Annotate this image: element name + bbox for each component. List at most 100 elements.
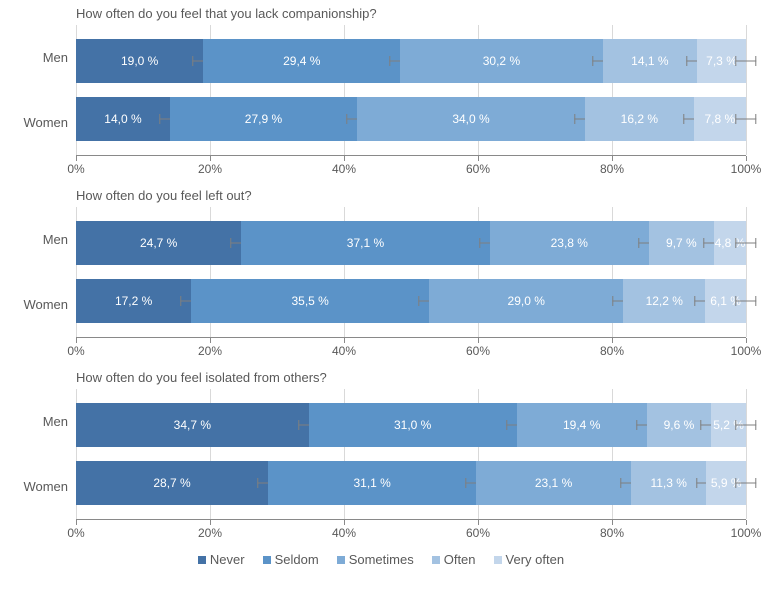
bar-segment: 12,2 % bbox=[623, 279, 705, 323]
chart-area: MenWomen24,7 %37,1 %23,8 %9,7 %4,8 %17,2… bbox=[16, 207, 746, 337]
plot-area: 34,7 % 31,0 % 19,4 % 9,6 % 5,2 % 28,7 %31,1 %… bbox=[76, 389, 746, 519]
x-tick bbox=[210, 338, 211, 343]
grid-line bbox=[746, 207, 747, 337]
bar-segment: 7,8 % bbox=[694, 97, 746, 141]
bar-segment: 5,2 % bbox=[711, 403, 746, 447]
category-label: Women bbox=[23, 281, 68, 329]
legend-swatch bbox=[198, 556, 206, 564]
legend-item: Seldom bbox=[263, 552, 319, 567]
segment-value-label: 19,0 % bbox=[121, 54, 158, 68]
legend-label: Sometimes bbox=[349, 552, 414, 567]
legend: Never Seldom Sometimes Often Very often bbox=[16, 552, 746, 567]
bar-segment: 9,7 % bbox=[649, 221, 714, 265]
bar-row: 24,7 %37,1 %23,8 %9,7 %4,8 % bbox=[76, 221, 746, 265]
y-axis-labels: Men Women bbox=[16, 207, 76, 337]
segment-value-label: 17,2 % bbox=[115, 294, 152, 308]
bar-segment: 9,6 % bbox=[647, 403, 711, 447]
bar-segment: 29,4 % bbox=[203, 39, 400, 83]
bars-container: 24,7 %37,1 %23,8 %9,7 %4,8 %17,2 %35,5 %… bbox=[76, 207, 746, 337]
legend-label: Seldom bbox=[275, 552, 319, 567]
chart-area: MenWomen 34,7 % 31,0 % 19,4 % 9,6 % 5,2 % 28,7… bbox=[16, 389, 746, 519]
legend-item: Never bbox=[198, 552, 245, 567]
x-tick-label: 60% bbox=[466, 344, 490, 358]
bar-segment: 19,4 % bbox=[517, 403, 647, 447]
segment-value-label: 12,2 % bbox=[646, 294, 683, 308]
x-tick-label: 0% bbox=[67, 162, 84, 176]
x-tick-label: 80% bbox=[600, 344, 624, 358]
x-tick bbox=[76, 156, 77, 161]
bar-segment: 4,8 % bbox=[714, 221, 746, 265]
bar-segment: 16,2 % bbox=[585, 97, 694, 141]
segment-value-label: 24,7 % bbox=[140, 236, 177, 250]
bar-segment: 34,7 % bbox=[76, 403, 309, 447]
x-tick-label: 40% bbox=[332, 344, 356, 358]
bar-segment: 19,0 % bbox=[76, 39, 203, 83]
panels-wrapper: How often do you feel that you lack comp… bbox=[16, 6, 746, 546]
segment-value-label: 28,7 % bbox=[153, 476, 190, 490]
x-tick-label: 40% bbox=[332, 526, 356, 540]
segment-value-label: 14,1 % bbox=[631, 54, 668, 68]
x-tick bbox=[478, 156, 479, 161]
segment-value-label: 23,8 % bbox=[551, 236, 588, 250]
x-tick-label: 20% bbox=[198, 162, 222, 176]
bar-segment: 31,0 % bbox=[309, 403, 517, 447]
x-tick-label: 40% bbox=[332, 162, 356, 176]
x-tick-label: 100% bbox=[731, 344, 762, 358]
bar-segment: 30,2 % bbox=[400, 39, 602, 83]
legend-item: Often bbox=[432, 552, 476, 567]
y-axis-labels: MenWomen bbox=[16, 25, 76, 155]
category-label: Men bbox=[43, 216, 68, 264]
x-tick-label: 0% bbox=[67, 344, 84, 358]
segment-value-label: 5,9 % bbox=[711, 476, 742, 490]
x-tick-label: 100% bbox=[731, 526, 762, 540]
legend-swatch bbox=[263, 556, 271, 564]
bars-container: 19,0 %29,4 %30,2 %14,1 %7,3 %14,0 %27,9 … bbox=[76, 25, 746, 155]
bar-segment: 34,0 % bbox=[357, 97, 585, 141]
segment-value-label: 30,2 % bbox=[483, 54, 520, 68]
x-tick-label: 20% bbox=[198, 344, 222, 358]
x-tick bbox=[746, 338, 747, 343]
legend-swatch bbox=[494, 556, 502, 564]
x-tick bbox=[210, 520, 211, 525]
panel-title: How often do you feel left out? bbox=[76, 188, 746, 203]
x-axis: 0%20%40%60%80%100% bbox=[76, 155, 746, 182]
segment-value-label: 29,0 % bbox=[508, 294, 545, 308]
x-tick-label: 60% bbox=[466, 526, 490, 540]
legend-item: Sometimes bbox=[337, 552, 414, 567]
bar-segment: 35,5 % bbox=[191, 279, 429, 323]
plot-area: 19,0 %29,4 %30,2 %14,1 %7,3 %14,0 %27,9 … bbox=[76, 25, 746, 155]
bar-row: 19,0 % 29,4 % 30,2 % 14,1 % 7,3 % bbox=[76, 39, 746, 83]
segment-value-label: 19,4 % bbox=[563, 418, 600, 432]
panel: How often do you feel that you lack comp… bbox=[16, 6, 746, 182]
bar-segment: 14,1 % bbox=[603, 39, 697, 83]
legend-label: Never bbox=[210, 552, 245, 567]
bar-row: 34,7 % 31,0 % 19,4 % 9,6 % 5,2 % bbox=[76, 403, 746, 447]
y-axis-labels: MenWomen bbox=[16, 389, 76, 519]
bar-segment: 23,1 % bbox=[476, 461, 631, 505]
x-tick bbox=[478, 520, 479, 525]
bar-row: 28,7 %31,1 %23,1 %11,3 %5,9 % bbox=[76, 461, 746, 505]
bar-segment: 29,0 % bbox=[429, 279, 623, 323]
segment-value-label: 27,9 % bbox=[245, 112, 282, 126]
segment-value-label: 9,6 % bbox=[664, 418, 695, 432]
bar-row: 14,0 %27,9 %34,0 %16,2 %7,8 % bbox=[76, 97, 746, 141]
bar-row: 17,2 %35,5 %29,0 %12,2 %6,1 % bbox=[76, 279, 746, 323]
x-tick bbox=[612, 520, 613, 525]
grid-line bbox=[746, 25, 747, 155]
segment-value-label: 23,1 % bbox=[535, 476, 572, 490]
bars-container: 34,7 % 31,0 % 19,4 % 9,6 % 5,2 % 28,7 %31,1 %… bbox=[76, 389, 746, 519]
figure-container: How often do you feel that you lack comp… bbox=[0, 0, 762, 590]
bar-segment: 5,9 % bbox=[706, 461, 745, 505]
legend-item: Very often bbox=[494, 552, 565, 567]
legend-swatch bbox=[432, 556, 440, 564]
legend-label: Often bbox=[444, 552, 476, 567]
x-tick bbox=[344, 338, 345, 343]
legend-swatch bbox=[337, 556, 345, 564]
x-tick-label: 0% bbox=[67, 526, 84, 540]
segment-value-label: 7,3 % bbox=[706, 54, 737, 68]
x-axis: 0%20%40%60%80%100% bbox=[76, 337, 746, 364]
bar-segment: 28,7 % bbox=[76, 461, 268, 505]
segment-value-label: 34,7 % bbox=[174, 418, 211, 432]
panel: How often do you feel isolated from othe… bbox=[16, 370, 746, 546]
x-tick-label: 80% bbox=[600, 162, 624, 176]
